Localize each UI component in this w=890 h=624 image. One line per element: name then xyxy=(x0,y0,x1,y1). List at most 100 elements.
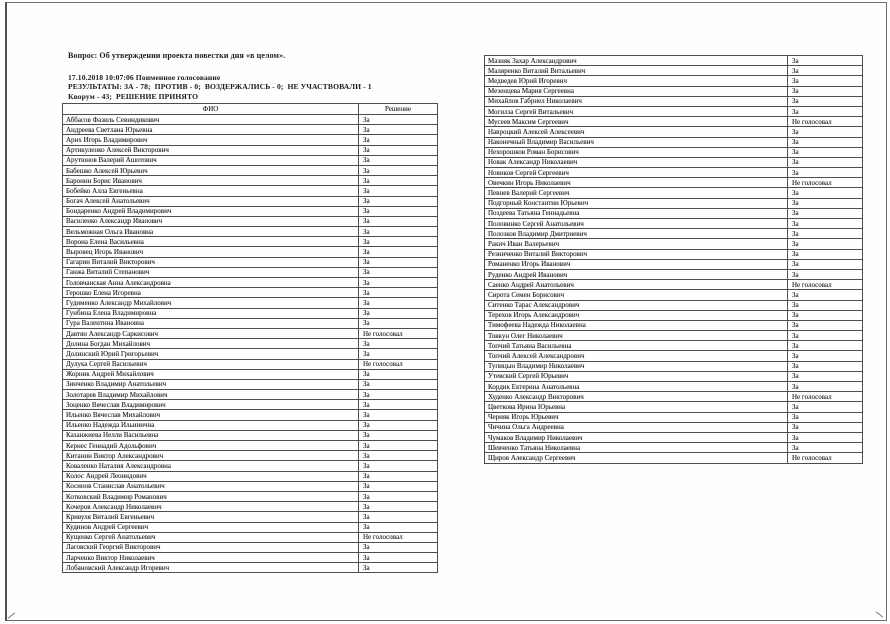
vote-row: Певнев Валерий Сергеевич За xyxy=(484,187,863,199)
deputy-name: Наконечный Владимир Васильевич xyxy=(484,136,788,148)
deputy-name: Долина Богдан Михайлович xyxy=(62,338,359,350)
vote-row: Мезенцева Мария Сергеевна За xyxy=(484,85,863,97)
vote-row: Михайлов Габриел Николаевич За xyxy=(484,95,863,107)
vote-decision: За xyxy=(787,319,863,332)
deputy-name: Котковский Владимир Романович xyxy=(62,490,359,503)
vote-decision: За xyxy=(787,370,863,383)
vote-row: Мазняк Захар Александрович За xyxy=(484,54,863,67)
deputy-name: Кудинов Андрей Сергеевич xyxy=(62,521,359,533)
vote-row: Выровец Игорь Иванович За xyxy=(62,246,438,258)
vote-row: Кернес Геннадий Адольфович За xyxy=(62,439,438,452)
quorum-line: Кворум - 43; РЕШЕНИЕ ПРИНЯТО xyxy=(68,91,199,101)
vote-decision: За xyxy=(787,95,863,107)
vote-decision: За xyxy=(787,146,863,158)
vote-decision: За xyxy=(787,421,863,433)
vote-decision: За xyxy=(358,266,438,279)
deputy-name: Новак Александр Николаевич xyxy=(484,156,788,169)
deputy-name: Медведев Юрий Игоревич xyxy=(484,75,788,87)
vote-row: Товкун Олег Николаевич За xyxy=(484,330,863,342)
vote-row: Навроцкий Алексей Алексеевич За xyxy=(484,126,863,138)
vote-decision: За xyxy=(787,238,863,250)
deputy-name: Навроцкий Алексей Алексеевич xyxy=(484,126,788,138)
deputy-name: Ракич Иван Валерьевич xyxy=(484,238,788,250)
results-line: РЕЗУЛЬТАТЫ: ЗА - 78; ПРОТИВ - 0; ВОЗДЕРЖ… xyxy=(68,82,372,92)
vote-decision: За xyxy=(787,156,863,169)
vote-decision: Не голосовал xyxy=(787,452,863,464)
vote-row: Ракич Иван Валерьевич За xyxy=(484,238,863,250)
deputy-name: Полозков Владимир Дмитриевич xyxy=(484,228,788,240)
vote-row: Щиров Александр Сергеевич Не голосовал xyxy=(484,452,863,464)
vote-row: Китанин Виктор Александрович За xyxy=(62,450,438,462)
vote-decision: Не голосовал xyxy=(787,279,863,291)
vote-decision: За xyxy=(787,105,863,118)
vote-row: Наконечный Владимир Васильевич За xyxy=(484,136,863,148)
vote-row: Колос Андрей Леонидович За xyxy=(62,470,438,482)
vote-row: Баронин Борис Иванович За xyxy=(62,175,438,187)
vote-row: Резниченко Виталий Викторович За xyxy=(484,248,863,260)
deputy-name: Гунбина Елена Владимировна xyxy=(62,307,359,319)
vote-decision: За xyxy=(787,411,863,423)
deputy-name: Богач Алексей Анатольевич xyxy=(62,195,359,207)
vote-row: Долинский Юрий Григорьевич За xyxy=(62,348,438,360)
vote-decision: За xyxy=(787,207,863,220)
vote-row: Терехов Игорь Александрович За xyxy=(484,309,863,321)
vote-row: Гура Валентина Ивановна За xyxy=(62,317,438,329)
vote-row: Казанжиева Нелли Васильевна За xyxy=(62,429,438,442)
vote-decision: За xyxy=(787,350,863,362)
vote-row: Нехорошков Роман Борисович За xyxy=(484,146,863,158)
vote-row: Худенко Александр Викторович Не голосовал xyxy=(484,391,863,403)
vote-row: Черняк Игорь Юрьевич За xyxy=(484,411,863,423)
deputy-name: Гудименко Александр Михайлович xyxy=(62,297,359,309)
scan-artifact-corner xyxy=(875,611,884,618)
vote-row: Ситенко Тарас Александрович За xyxy=(484,299,863,311)
vote-decision: За xyxy=(787,85,863,97)
vote-row: Ильенко Вячеслав Михайлович За xyxy=(62,409,438,421)
vote-decision: За xyxy=(787,258,863,270)
vote-decision: За xyxy=(787,228,863,240)
deputy-name: Бобейко Алла Евгеньевна xyxy=(62,185,359,197)
deputy-name: Зинченко Владимир Анатольевич xyxy=(62,378,359,391)
deputy-name: Ворона Елена Васильевна xyxy=(62,236,359,248)
vote-row: Кущенко Сергей Анатольевич Не голосовал xyxy=(62,531,438,543)
deputy-name: Худенко Александр Викторович xyxy=(484,391,788,403)
vote-row: Утевский Сергей Юрьевич За xyxy=(484,370,863,383)
vote-row: Тимофеева Надежда Николаевна За xyxy=(484,319,863,332)
vote-decision: За xyxy=(787,289,863,301)
vote-row: Половинко Сергей Анатольевич За xyxy=(484,217,863,230)
vote-decision: За xyxy=(358,521,438,533)
vote-row: Гагарин Виталий Викторович За xyxy=(62,256,438,268)
question-line: Вопрос: Об утверждении проекта повестки … xyxy=(68,51,286,60)
deputy-name: Арутюнов Валерий Ашотович xyxy=(62,154,359,166)
vote-row: Герошко Елена Игоревна За xyxy=(62,287,438,299)
vote-row: Дулука Сергей Васильевич Не голосовал xyxy=(62,358,438,370)
vote-row: Гунбина Елена Владимировна За xyxy=(62,307,438,319)
vote-row: Лобановский Александр Игоревич За xyxy=(62,562,438,574)
deputy-name: Подгорный Константин Юрьевич xyxy=(484,197,788,209)
vote-decision: За xyxy=(787,167,863,179)
vote-row: Зинченко Владимир Анатольевич За xyxy=(62,378,438,391)
vote-decision: За xyxy=(787,268,863,281)
deputy-name: Половинко Сергей Анатольевич xyxy=(484,217,788,230)
vote-row: Коваленко Наталия Александровна За xyxy=(62,460,438,472)
vote-row: Косинов Станислав Анатольевич За xyxy=(62,480,438,492)
deputy-name: Топчий Татьяна Васильевна xyxy=(484,340,788,352)
vote-row: Шевченко Татьяна Николаевна За xyxy=(484,442,863,454)
vote-row: Давтян Александр Саркисович Не голосовал xyxy=(62,327,438,340)
vote-decision: За xyxy=(787,340,863,352)
deputy-name: Черняк Игорь Юрьевич xyxy=(484,411,788,423)
deputy-name: Колос Андрей Леонидович xyxy=(62,470,359,482)
vote-decision: За xyxy=(358,450,438,462)
vote-row: Ильенко Надежда Ильинична За xyxy=(62,419,438,431)
vote-row: Аббасов Фазиль Севиндикович За xyxy=(62,113,438,126)
vote-row: Топчий Татьяна Васильевна За xyxy=(484,340,863,352)
vote-decision: За xyxy=(358,144,438,156)
deputy-name: Цветкова Ирина Юрьевна xyxy=(484,401,788,413)
deputy-name: Дулука Сергей Васильевич xyxy=(62,358,359,370)
vote-decision: Не голосовал xyxy=(787,391,863,403)
vote-row: Новак Александр Николаевич За xyxy=(484,156,863,169)
col-header-fio: ФИО xyxy=(62,103,359,115)
deputy-name: Ганжа Виталий Степанович xyxy=(62,266,359,279)
vote-row: Мусеев Максим Сергеевич Не голосовал xyxy=(484,116,863,128)
vote-row: Зоценко Вячеслав Владимирович За xyxy=(62,399,438,411)
vote-row: Бабешко Алексей Юрьевич За xyxy=(62,164,438,177)
